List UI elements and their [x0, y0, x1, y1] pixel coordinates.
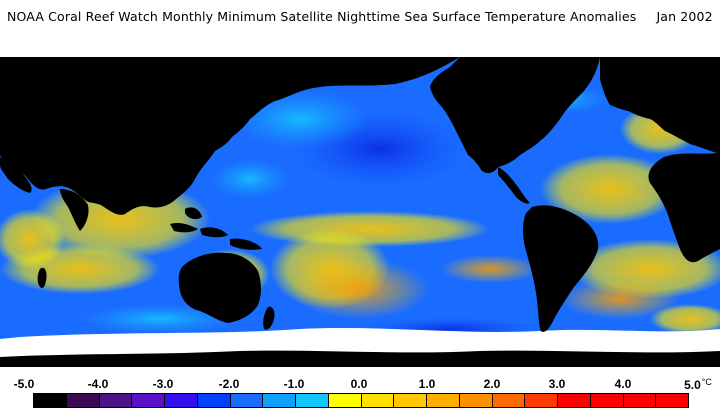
tick-label: -2.0	[218, 377, 240, 391]
color-scale-swatch	[361, 394, 395, 407]
tick-label: 0.0	[350, 377, 368, 391]
tick-label: 2.0	[483, 377, 501, 391]
unit-label: °C	[701, 377, 712, 387]
color-scale-swatch	[34, 394, 67, 407]
color-scale-swatch	[427, 394, 460, 407]
color-scale-swatch	[394, 394, 427, 407]
color-scale-swatch	[558, 394, 591, 407]
title-date: Jan 2002	[656, 9, 713, 24]
land	[0, 57, 720, 367]
color-scale-swatch	[656, 394, 688, 407]
color-scale-swatch	[165, 394, 198, 407]
title-text: NOAA Coral Reef Watch Monthly Minimum Sa…	[7, 9, 637, 24]
color-scale-swatch	[296, 394, 329, 407]
color-scale-swatch	[459, 394, 493, 407]
color-scale-swatch	[230, 394, 264, 407]
color-scale-swatch	[492, 394, 526, 407]
color-scale-swatch	[525, 394, 558, 407]
tick-label: -5.0	[13, 377, 35, 391]
map-title: NOAA Coral Reef Watch Monthly Minimum Sa…	[7, 9, 713, 24]
color-scale-swatch	[623, 394, 657, 407]
color-scale-swatch	[263, 394, 296, 407]
tick-label-max: 5.0°C	[684, 377, 712, 392]
tick-label: -1.0	[283, 377, 305, 391]
tick-label: 3.0	[548, 377, 566, 391]
legend-tick-labels: -5.0 -4.0 -3.0 -2.0 -1.0 0.0 1.0 2.0 3.0…	[0, 377, 720, 393]
color-scale-swatch	[197, 394, 231, 407]
tick-label: -4.0	[87, 377, 109, 391]
color-scale-swatch	[66, 394, 100, 407]
tick-label: 5.0	[684, 378, 701, 392]
color-scale-swatch	[99, 394, 133, 407]
tick-label: 4.0	[614, 377, 632, 391]
color-scale-bar	[33, 393, 689, 408]
tick-label: -3.0	[152, 377, 174, 391]
color-scale-swatch	[328, 394, 362, 407]
color-scale-swatch	[590, 394, 624, 407]
color-scale-swatch	[132, 394, 165, 407]
tick-label: 1.0	[418, 377, 436, 391]
sst-anomaly-map	[0, 39, 720, 367]
